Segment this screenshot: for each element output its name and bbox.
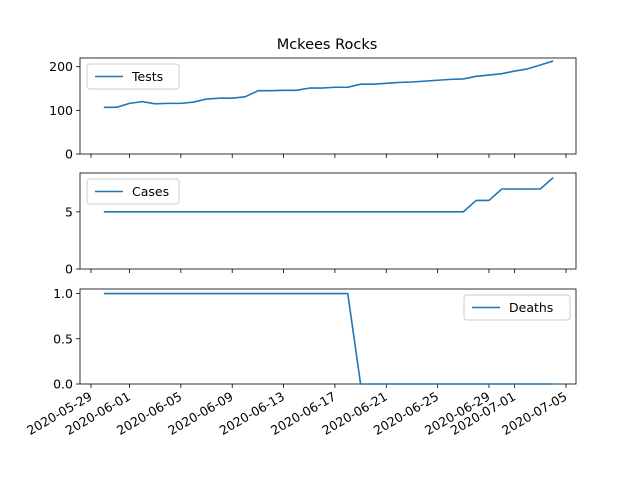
series-line-tests: [103, 60, 554, 109]
x-axis: 2020-05-292020-06-012020-06-052020-06-09…: [24, 389, 569, 438]
legend: Deaths: [463, 294, 571, 321]
legend-box: [463, 294, 571, 321]
legend-label: Tests: [131, 69, 163, 84]
legend: Tests: [86, 63, 180, 90]
legend-label: Cases: [132, 184, 169, 199]
y-tick-label: 200: [49, 59, 73, 74]
y-tick-label: 0.5: [53, 331, 73, 346]
chart-panels: 0 100 200 Tests 0 5 Cases 0.0 0.5 1.0 Deaths: [49, 57, 577, 392]
y-tick-label: 0: [65, 147, 73, 162]
legend-box: [86, 63, 180, 90]
legend-box: [86, 178, 180, 205]
plot-frame: [79, 172, 577, 270]
plot-frame: [79, 288, 577, 385]
series-line-deaths: [103, 292, 554, 385]
legend: Cases: [86, 178, 180, 205]
y-tick-label: 0: [65, 262, 73, 277]
y-tick-label: 1.0: [53, 286, 73, 301]
y-tick-label: 0.0: [53, 377, 73, 392]
chart-title: Mckees Rocks: [277, 37, 378, 53]
series-line-cases: [103, 176, 554, 213]
legend-label: Deaths: [509, 300, 553, 315]
panel-cases: 0 5 Cases: [65, 172, 577, 277]
panel-deaths: 0.0 0.5 1.0 Deaths: [53, 286, 577, 392]
y-tick-label: 100: [49, 103, 73, 118]
plot-frame: [79, 57, 577, 155]
panel-tests: 0 100 200 Tests: [49, 57, 577, 162]
y-tick-label: 5: [65, 204, 73, 219]
